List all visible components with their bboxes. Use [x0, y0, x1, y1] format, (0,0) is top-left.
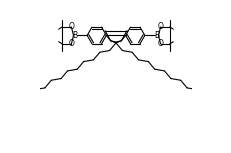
Text: O: O	[157, 22, 163, 32]
Text: B: B	[72, 31, 77, 40]
Text: O: O	[68, 22, 74, 32]
Text: O: O	[157, 39, 163, 48]
Text: O: O	[68, 39, 74, 48]
Text: B: B	[154, 31, 159, 40]
